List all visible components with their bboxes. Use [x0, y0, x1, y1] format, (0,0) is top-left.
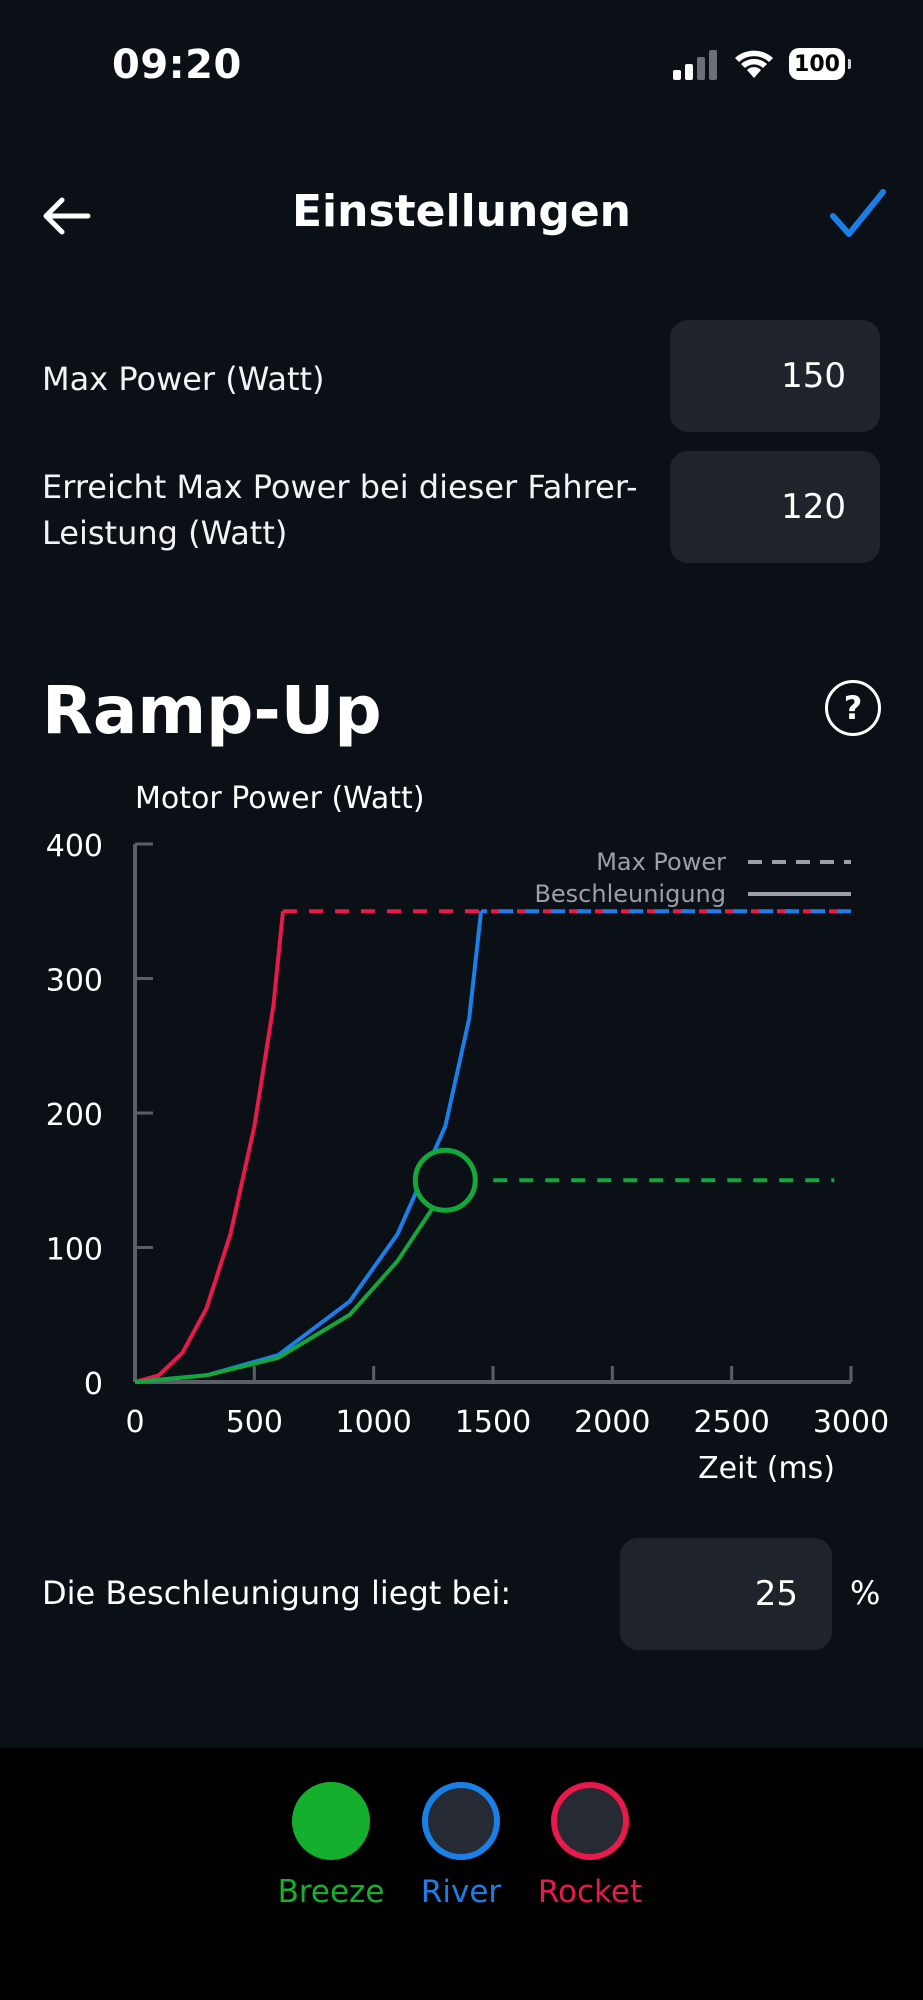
mode-rocket-label: Rocket — [537, 1874, 643, 1910]
reach-label-line2: Leistung (Watt) — [42, 514, 288, 552]
series-accel-line — [134, 911, 285, 1384]
battery-icon: 100 — [789, 48, 851, 80]
cellular-signal-icon — [673, 50, 717, 80]
mode-river[interactable]: River — [396, 1782, 526, 1910]
reach-max-power-label: Erreicht Max Power bei dieser Fahrer- Le… — [42, 464, 637, 556]
help-symbol: ? — [843, 689, 863, 727]
status-icons: 100 — [671, 48, 851, 80]
mode-selector: Breeze River Rocket — [0, 1748, 923, 2000]
status-bar: 09:20 100 — [0, 0, 923, 140]
max-power-value: 150 — [781, 356, 846, 396]
acceleration-input[interactable]: 25 — [620, 1538, 832, 1650]
mode-rocket[interactable]: Rocket — [525, 1782, 655, 1910]
rampup-title: Ramp-Up — [42, 672, 382, 749]
rocket-dot-icon[interactable] — [551, 1782, 629, 1860]
help-icon[interactable]: ? — [825, 680, 881, 736]
header: Einstellungen — [0, 170, 923, 260]
acceleration-value: 25 — [754, 1574, 798, 1614]
x-tick-label: 1000 — [335, 1405, 411, 1440]
reach-label-line1: Erreicht Max Power bei dieser Fahrer- — [42, 468, 638, 506]
back-arrow-icon[interactable] — [38, 188, 94, 244]
river-dot-icon[interactable] — [422, 1782, 500, 1860]
x-axis-label: Zeit (ms) — [698, 1451, 835, 1486]
x-tick-label: 3000 — [813, 1405, 889, 1440]
x-tick-label: 2500 — [693, 1405, 769, 1440]
y-axis-label: Motor Power (Watt) — [135, 781, 425, 816]
y-tick-label: 300 — [46, 964, 103, 999]
rampup-chart-svg: 0 100 200 300 400 0 500 1000 1500 2000 2500 3000 Mot… — [46, 781, 889, 1486]
x-tick-label: 2000 — [574, 1405, 650, 1440]
max-power-input[interactable]: 150 — [670, 320, 880, 432]
x-tick-label: 0 — [125, 1405, 144, 1440]
y-tick-label: 100 — [46, 1233, 103, 1268]
checkmark-icon[interactable] — [825, 182, 889, 246]
mode-breeze-label: Breeze — [277, 1874, 385, 1910]
y-tick-label: 0 — [84, 1367, 103, 1402]
rampup-chart: 0 100 200 300 400 0 500 1000 1500 2000 2500 3000 Mot… — [0, 760, 923, 1500]
page-title: Einstellungen — [291, 186, 631, 237]
x-tick-label: 1500 — [455, 1405, 531, 1440]
legend-label: Max Power — [596, 848, 726, 876]
status-time: 09:20 — [112, 42, 242, 88]
wifi-icon — [735, 50, 773, 78]
mode-breeze[interactable]: Breeze — [266, 1782, 396, 1910]
reach-power-value: 120 — [781, 487, 846, 527]
mode-river-label: River — [420, 1874, 502, 1910]
y-tick-label: 400 — [46, 829, 103, 864]
max-power-label: Max Power (Watt) — [42, 360, 325, 398]
acceleration-label: Die Beschleunigung liegt bei: — [42, 1574, 512, 1612]
series-accel-line — [134, 911, 484, 1384]
legend-label: Beschleunigung — [534, 880, 726, 908]
reach-power-input[interactable]: 120 — [670, 451, 880, 563]
y-tick-label: 200 — [46, 1098, 103, 1133]
breeze-dot-icon[interactable] — [292, 1782, 370, 1860]
x-tick-label: 500 — [226, 1405, 283, 1440]
series-marker — [412, 1147, 478, 1213]
battery-level: 100 — [794, 51, 840, 77]
acceleration-unit: % — [850, 1574, 881, 1612]
